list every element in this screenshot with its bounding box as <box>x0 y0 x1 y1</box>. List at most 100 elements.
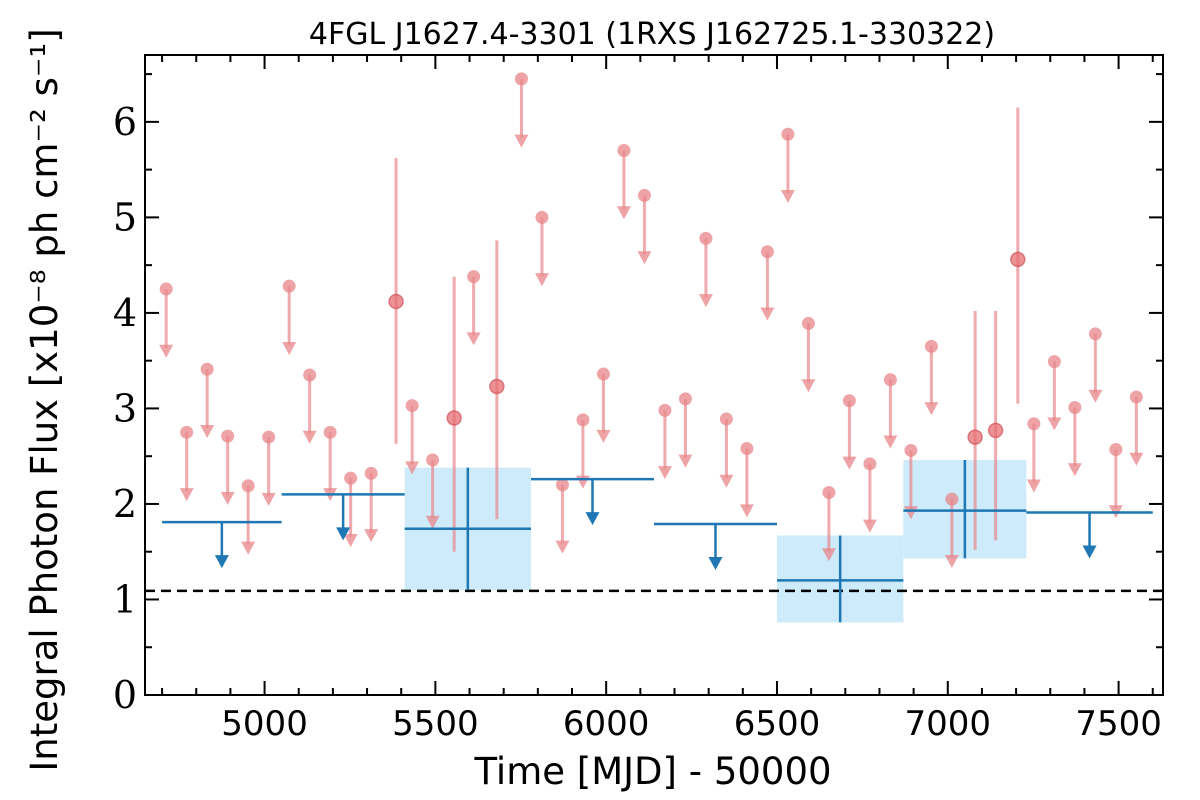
y-tick-label: 1 <box>113 577 137 621</box>
short-bin-upper-limit-point <box>344 471 358 485</box>
short-bin-upper-limit-point <box>221 429 235 443</box>
short-bin-upper-limit-point <box>617 144 631 158</box>
short-bin-upper-limit-point <box>576 413 590 427</box>
short-bin-upper-limit-point <box>159 282 173 296</box>
short-bin-upper-limit-head <box>534 273 549 287</box>
y-tick-label: 4 <box>113 291 137 335</box>
short-bin-upper-limit-point <box>842 394 856 408</box>
short-bin-upper-limit-point <box>637 188 651 202</box>
short-bin-upper-limit-head <box>241 541 256 555</box>
short-bin-upper-limit-head <box>1047 417 1062 431</box>
short-bin-upper-limit-head <box>282 341 297 355</box>
long-bin-series <box>162 460 1153 623</box>
short-bin-upper-limit-head <box>739 504 754 518</box>
short-bin-upper-limit-head <box>842 456 857 470</box>
short-bin-upper-limit-head <box>302 430 317 444</box>
short-bin-upper-limit-point <box>1047 355 1061 369</box>
x-tick-label: 5500 <box>392 704 479 744</box>
y-tick-label: 0 <box>113 673 137 717</box>
short-bin-upper-limit-point <box>699 231 713 245</box>
y-tick-label: 2 <box>113 482 137 526</box>
y-tick-label: 5 <box>113 195 137 239</box>
short-bin-upper-limit-head <box>261 492 276 506</box>
short-bin-detection-point <box>1010 251 1026 268</box>
short-bin-upper-limit-head <box>698 294 713 308</box>
axis-ticks: 5000 5500 6000 6500 7000 7500 0 1 2 3 4 5 6 <box>113 55 1163 744</box>
short-bin-upper-limit-head <box>200 425 215 439</box>
short-bin-upper-limit-head <box>1088 389 1103 403</box>
short-bin-upper-limit-point <box>1129 390 1143 404</box>
long-bin-upper-limit-head <box>708 557 723 571</box>
short-bin-upper-limit-head <box>575 475 590 489</box>
long-bin-upper-limit-head <box>336 527 351 541</box>
short-bin-upper-limit-point <box>1109 443 1123 457</box>
short-bin-upper-limit-point <box>303 368 317 382</box>
short-bin-upper-limit-point <box>514 72 528 86</box>
short-bin-series <box>159 72 1144 568</box>
short-bin-upper-limit-head <box>801 379 816 393</box>
short-bin-upper-limit-head <box>637 251 652 265</box>
short-bin-upper-limit-head <box>821 548 836 562</box>
short-bin-upper-limit-point <box>405 399 419 413</box>
short-bin-upper-limit-point <box>1088 327 1102 341</box>
short-bin-upper-limit-point <box>658 403 672 417</box>
y-axis-label: Integral Photon Flux [x10⁻⁸ ph cm⁻² s⁻¹] <box>23 28 66 771</box>
short-bin-upper-limit-head <box>862 519 877 533</box>
x-tick-label: 7500 <box>1075 704 1162 744</box>
short-bin-upper-limit-head <box>944 554 959 568</box>
short-bin-upper-limit-point <box>282 279 296 293</box>
short-bin-upper-limit-point <box>924 339 938 353</box>
short-bin-upper-limit-head <box>719 474 734 488</box>
short-bin-upper-limit-point <box>883 373 897 387</box>
short-bin-upper-limit-point <box>904 443 918 457</box>
short-bin-upper-limit-head <box>220 491 235 505</box>
x-tick-label: 7000 <box>905 704 992 744</box>
x-tick-label: 6500 <box>734 704 821 744</box>
short-bin-upper-limit-point <box>678 392 692 406</box>
short-bin-upper-limit-point <box>241 479 255 493</box>
short-bin-upper-limit-head <box>924 402 939 416</box>
short-bin-upper-limit-point <box>719 412 733 426</box>
short-bin-upper-limit-point <box>323 425 337 439</box>
short-bin-detection-point <box>987 422 1004 439</box>
short-bin-upper-limit-head <box>466 332 481 346</box>
short-bin-upper-limit-point <box>200 362 214 376</box>
long-bin-upper-limit-head <box>214 555 229 569</box>
short-bin-upper-limit-point <box>535 210 549 224</box>
short-bin-upper-limit-point <box>760 245 774 259</box>
short-bin-upper-limit-head <box>1129 452 1144 466</box>
short-bin-upper-limit-head <box>883 435 898 449</box>
long-bin-upper-limit-head <box>1082 545 1097 559</box>
short-bin-upper-limit-point <box>364 466 378 480</box>
short-bin-upper-limit-head <box>596 429 611 443</box>
short-bin-upper-limit-point <box>426 453 440 467</box>
short-bin-upper-limit-head <box>425 515 440 529</box>
short-bin-upper-limit-head <box>555 540 570 554</box>
x-axis-label: Time [MJD] - 50000 <box>473 750 831 793</box>
short-bin-upper-limit-head <box>514 134 529 148</box>
short-bin-upper-limit-point <box>863 457 877 471</box>
short-bin-upper-limit-head <box>1026 479 1041 493</box>
short-bin-upper-limit-point <box>801 316 815 330</box>
y-tick-label: 6 <box>113 100 137 144</box>
short-bin-upper-limit-head <box>657 466 672 480</box>
short-bin-upper-limit-point <box>740 442 754 456</box>
short-bin-upper-limit-head <box>616 206 631 220</box>
short-bin-detection-point <box>967 429 983 445</box>
short-bin-detection-point <box>388 293 404 310</box>
x-tick-label: 6000 <box>563 704 650 744</box>
short-bin-upper-limit-head <box>405 461 420 475</box>
short-bin-upper-limit-point <box>1068 400 1082 414</box>
long-bin-upper-limit-head <box>585 512 600 526</box>
short-bin-upper-limit-point <box>945 492 959 506</box>
short-bin-upper-limit-head <box>179 488 194 502</box>
short-bin-upper-limit-head <box>159 344 174 358</box>
plot-frame <box>144 54 1164 696</box>
short-bin-upper-limit-head <box>364 529 379 543</box>
short-bin-detection-point <box>446 410 462 426</box>
short-bin-upper-limit-point <box>180 425 194 439</box>
short-bin-detection-point <box>489 378 505 395</box>
short-bin-upper-limit-head <box>678 454 693 468</box>
short-bin-upper-limit-point <box>555 478 569 492</box>
short-bin-upper-limit-point <box>467 270 481 284</box>
